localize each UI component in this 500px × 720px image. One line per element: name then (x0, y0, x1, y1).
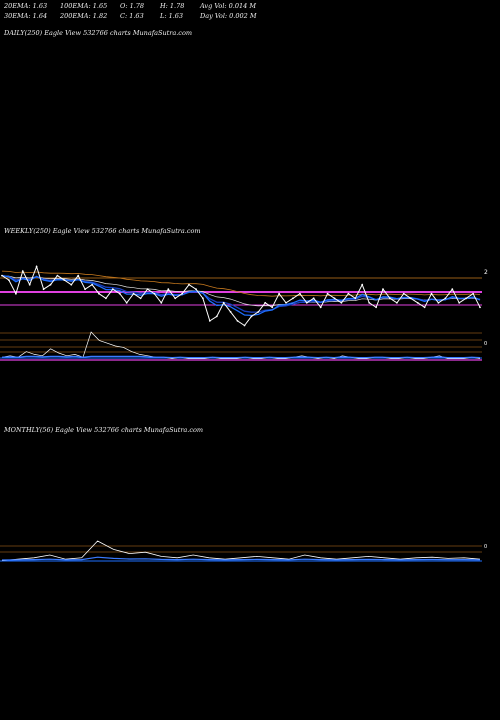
weekly-price-point (1, 274, 3, 277)
weekly-price-point (105, 297, 107, 300)
weekly-price-point (188, 283, 190, 286)
weekly-price-point (368, 301, 371, 304)
weekly-price-point (396, 301, 398, 304)
weekly-price-point (236, 320, 239, 322)
header-close: C: 1.63 (120, 12, 144, 20)
weekly-price-point (375, 306, 377, 309)
weekly-volume-series (1, 331, 481, 359)
weekly-price-tick: 2 (484, 269, 488, 276)
monthly-volume-blue (1, 556, 481, 561)
weekly-price-point (208, 320, 211, 322)
weekly-price-point (160, 301, 163, 304)
weekly-price-point (21, 270, 24, 272)
weekly-price-point (285, 301, 287, 304)
monthly-volume-tick: 0 (484, 544, 487, 550)
weekly-price-point (243, 324, 246, 327)
weekly-price-point (215, 315, 218, 318)
weekly-price-point (84, 288, 86, 291)
monthly-panel-label: MONTHLY(56) Eagle View 532766 charts Mun… (4, 426, 204, 434)
weekly-price-point (305, 301, 308, 304)
weekly-price-point (229, 311, 232, 313)
weekly-price-point (222, 301, 225, 304)
weekly-price-point (361, 283, 364, 286)
weekly-price-point (174, 297, 177, 300)
weekly-volume-line (1, 331, 481, 359)
weekly-price-point (195, 288, 197, 291)
weekly-price-point (202, 297, 204, 300)
weekly-volume-blue (1, 355, 481, 359)
weekly-price-point (77, 274, 80, 277)
weekly-price-point (326, 292, 329, 295)
header-open: O: 1.78 (120, 2, 145, 10)
weekly-price-point (7, 279, 10, 281)
weekly-price-point (91, 283, 93, 286)
weekly-price-series (1, 264, 481, 327)
weekly-price-point (271, 306, 274, 309)
weekly-price-point (49, 283, 52, 286)
weekly-price-point (430, 292, 433, 295)
weekly-price-point (382, 288, 384, 291)
weekly-price-point (416, 301, 419, 304)
weekly-price-point (354, 297, 357, 300)
header-200ema: 200EMA: 1.82 (60, 12, 108, 20)
weekly-price-point (278, 292, 280, 295)
weekly-volume-tick: 0 (484, 341, 487, 347)
weekly-price-point (451, 288, 454, 291)
weekly-price-point (465, 297, 467, 300)
weekly-price-point (472, 292, 474, 295)
weekly-price-point (167, 288, 170, 291)
weekly-price-point (389, 297, 391, 300)
weekly-price-point (333, 297, 336, 300)
weekly-price-point (132, 292, 135, 295)
weekly-price-point (312, 297, 315, 300)
weekly-200ema-line (1, 270, 481, 297)
daily-panel-label: DAILY(250) Eagle View 532766 charts Muna… (4, 29, 193, 37)
weekly-price-point (63, 279, 66, 281)
monthly-series (1, 540, 481, 561)
weekly-price-point (250, 315, 253, 318)
header-day-vol: Day Vol: 0.002 M (200, 12, 257, 20)
weekly-price-point (409, 297, 412, 300)
weekly-price-line (1, 264, 481, 327)
weekly-price-point (479, 306, 481, 309)
weekly-price-point (42, 288, 45, 291)
header-30ema: 30EMA: 1.64 (4, 12, 48, 20)
weekly-panel-label: WEEKLY(250) Eagle View 532766 charts Mun… (4, 227, 201, 235)
header-high: H: 1.78 (160, 2, 185, 10)
weekly-price-point (264, 301, 267, 304)
weekly-price-point (444, 297, 447, 300)
weekly-price-point (139, 297, 142, 300)
weekly-price-point (125, 301, 128, 304)
header-low: L: 1.63 (160, 12, 184, 20)
weekly-price-point (299, 292, 301, 295)
weekly-price-point (28, 283, 31, 286)
weekly-price-point (458, 301, 461, 304)
header-avg-vol: Avg Vol: 0.014 M (200, 2, 257, 10)
weekly-price-point (153, 292, 156, 295)
weekly-price-point (98, 292, 100, 295)
weekly-price-point (319, 306, 322, 309)
header-100ema: 100EMA: 1.65 (60, 2, 108, 10)
weekly-price-point (257, 311, 260, 313)
weekly-price-point (347, 292, 350, 295)
weekly-price-point (437, 301, 440, 304)
weekly-price-point (292, 297, 294, 300)
weekly-price-point (111, 288, 114, 291)
weekly-price-point (15, 292, 17, 295)
weekly-price-point (146, 288, 149, 291)
weekly-price-point (56, 274, 59, 277)
weekly-price-point (70, 283, 73, 286)
weekly-price-point (181, 292, 184, 295)
monthly-price-line (1, 540, 481, 561)
weekly-price-point (423, 306, 426, 309)
weekly-price-point (118, 292, 121, 295)
weekly-price-point (340, 301, 343, 304)
weekly-price-point (402, 292, 405, 295)
header-20ema: 20EMA: 1.63 (4, 2, 48, 10)
weekly-price-point (35, 265, 38, 268)
